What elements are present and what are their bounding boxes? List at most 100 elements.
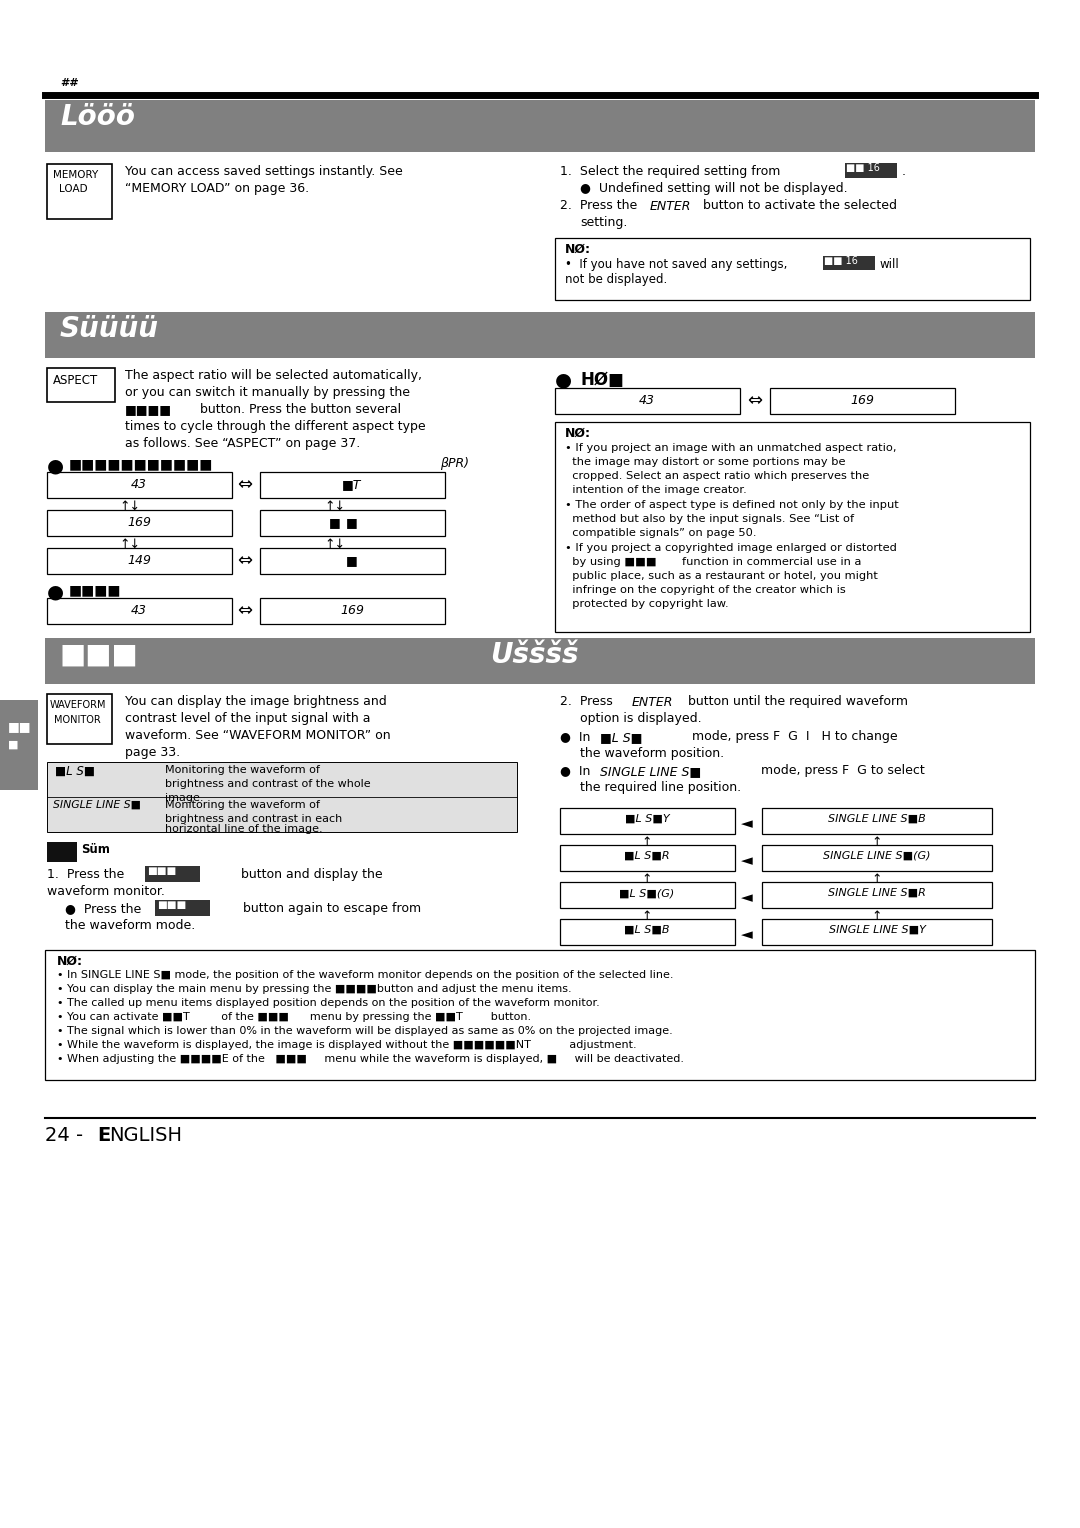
Text: protected by copyright law.: protected by copyright law. [565,599,729,610]
Text: ■■ 16: ■■ 16 [846,163,880,173]
Text: SINGLE LINE S■: SINGLE LINE S■ [53,801,140,810]
Bar [145,866,200,882]
Bar [260,597,445,623]
Bar [45,950,1035,1080]
Text: button again to escape from: button again to escape from [215,902,421,915]
Bar [762,845,993,871]
Text: times to cycle through the different aspect type: times to cycle through the different asp… [125,420,426,432]
Text: ↑: ↑ [872,836,882,850]
Text: ↑: ↑ [872,872,882,886]
Text: ##: ## [60,78,79,89]
Bar [156,900,210,915]
Text: 2.  Press the: 2. Press the [561,199,637,212]
Text: ENTER: ENTER [650,200,691,212]
Bar [48,762,517,833]
Bar [48,597,232,623]
Text: ■■■■■■■■■■■: ■■■■■■■■■■■ [69,457,214,471]
Text: WAVEFORM: WAVEFORM [50,700,107,711]
Text: • If you project a copyrighted image enlarged or distorted: • If you project a copyrighted image enl… [565,542,896,553]
Text: 1.  Press the: 1. Press the [48,868,124,882]
Text: LOAD: LOAD [59,183,87,194]
Text: ↑: ↑ [642,911,652,923]
Text: Monitoring the waveform of: Monitoring the waveform of [165,766,320,775]
Text: option is displayed.: option is displayed. [580,712,702,724]
Text: ↑: ↑ [642,836,652,850]
Text: ●  In: ● In [561,730,591,743]
Text: ■L S■R: ■L S■R [624,851,670,860]
Text: ⇔: ⇔ [238,552,253,570]
Text: ■■■■: ■■■■ [69,584,121,597]
Text: E: E [97,1126,110,1144]
Text: ⇔: ⇔ [747,393,762,410]
Text: • You can activate ■■T         of the ■■■      menu by pressing the ■■T        b: • You can activate ■■T of the ■■■ menu b… [57,1012,531,1022]
Text: button to activate the selected: button to activate the selected [703,199,897,212]
Bar [48,510,232,536]
Text: ●  In: ● In [561,764,591,778]
Text: waveform. See “WAVEFORM MONITOR” on: waveform. See “WAVEFORM MONITOR” on [125,729,391,743]
Bar [762,882,993,908]
Text: • If you project an image with an unmatched aspect ratio,: • If you project an image with an unmatc… [565,443,896,452]
Bar [561,845,735,871]
Bar [845,163,897,177]
Text: 169: 169 [850,394,874,406]
Text: You can access saved settings instantly. See: You can access saved settings instantly.… [125,165,403,177]
Text: the image may distort or some portions may be: the image may distort or some portions m… [565,457,846,468]
Text: ■: ■ [329,516,341,529]
Text: • When adjusting the ■■■■E of the   ■■■     menu while the waveform is displayed: • When adjusting the ■■■■E of the ■■■ me… [57,1054,684,1063]
Text: 43: 43 [131,478,147,490]
Bar [260,549,445,575]
Bar [45,312,1035,358]
Bar [260,472,445,498]
Text: ASPECT: ASPECT [53,374,98,387]
Text: ■■■: ■■■ [60,642,138,669]
Text: 24 -: 24 - [45,1126,90,1144]
Bar [555,422,1030,633]
Text: ↑↓: ↑↓ [120,538,140,552]
Text: ■L S■: ■L S■ [55,766,95,778]
Text: ◄: ◄ [741,816,753,831]
Text: Monitoring the waveform of: Monitoring the waveform of [165,801,320,810]
Text: NØ:: NØ: [57,955,83,969]
Text: image.: image. [165,793,203,804]
Text: “MEMORY LOAD” on page 36.: “MEMORY LOAD” on page 36. [125,182,309,196]
Text: .: . [902,165,906,177]
Text: • The signal which is lower than 0% in the waveform will be displayed as same as: • The signal which is lower than 0% in t… [57,1025,673,1036]
Text: • You can display the main menu by pressing the ■■■■button and adjust the menu i: • You can display the main menu by press… [57,984,571,995]
Text: 169: 169 [340,604,364,617]
Text: ■T: ■T [342,478,362,490]
Text: ●  Undefined setting will not be displayed.: ● Undefined setting will not be displaye… [580,182,848,196]
Text: Ušššš: Ušššš [490,642,579,669]
Text: mode, press F  G to select: mode, press F G to select [745,764,924,778]
Text: ●: ● [48,582,64,601]
Text: ↑: ↑ [872,911,882,923]
Text: ◄: ◄ [741,889,753,905]
Text: HØ■: HØ■ [580,371,624,390]
Text: 43: 43 [639,394,654,406]
Bar [555,238,1030,299]
Text: button. Press the button several: button. Press the button several [168,403,401,416]
Text: brightness and contrast in each: brightness and contrast in each [165,814,342,824]
Text: brightness and contrast of the whole: brightness and contrast of the whole [165,779,370,788]
Bar [561,882,735,908]
Text: ◄: ◄ [741,853,753,868]
Text: not be displayed.: not be displayed. [565,274,667,286]
Text: • The called up menu items displayed position depends on the position of the wav: • The called up menu items displayed pos… [57,998,599,1008]
Text: ↑↓: ↑↓ [324,538,346,552]
Text: ⇔: ⇔ [238,602,253,620]
Text: • While the waveform is displayed, the image is displayed without the ■■■■■■NT  : • While the waveform is displayed, the i… [57,1041,636,1050]
Text: ■L S■B: ■L S■B [624,924,670,935]
Text: ↑↓: ↑↓ [120,500,140,513]
Text: SINGLE LINE S■(G): SINGLE LINE S■(G) [823,851,931,860]
Text: 169: 169 [127,516,151,529]
Text: 149: 149 [127,555,151,567]
Text: ●: ● [555,370,572,390]
Text: Süm: Süm [81,843,110,856]
Bar [48,694,112,744]
Bar [555,388,740,414]
Text: intention of the image creator.: intention of the image creator. [565,484,746,495]
Text: SINGLE LINE S■Y: SINGLE LINE S■Y [828,924,926,935]
Text: ■■■: ■■■ [157,900,186,911]
Text: setting.: setting. [580,215,627,229]
Bar [762,808,993,834]
Text: Süüüü: Süüüü [60,315,159,342]
